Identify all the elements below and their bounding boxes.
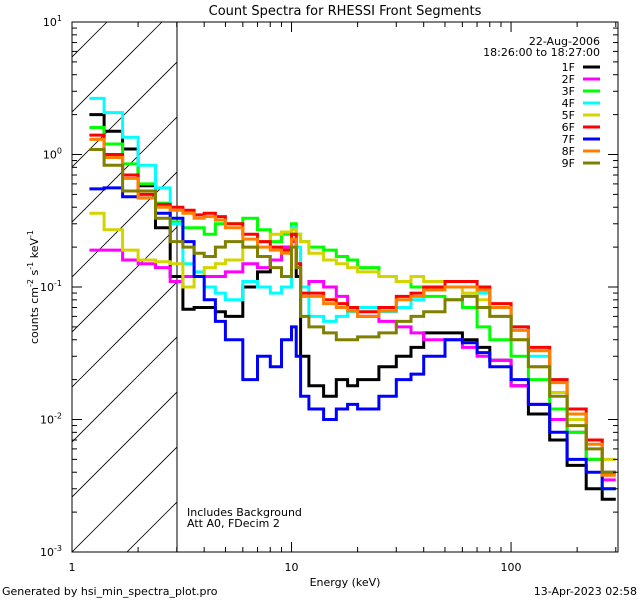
hatched-region <box>72 22 640 552</box>
y-tick-label: 100 <box>43 147 62 162</box>
y-tick-label: 10-2 <box>40 412 62 427</box>
legend-label: 4F <box>562 97 575 110</box>
legend-item-2F: 2F <box>562 73 600 86</box>
legend-label: 5F <box>562 109 575 122</box>
plot-frame <box>71 21 619 553</box>
legend-item-8F: 8F <box>562 145 600 158</box>
series-line-6F <box>89 133 616 474</box>
legend-item-4F: 4F <box>562 97 600 110</box>
legend-label: 1F <box>562 61 575 74</box>
hatch-line <box>622 22 640 552</box>
legend-item-1F: 1F <box>562 61 600 74</box>
x-tick-label: 1 <box>69 561 76 574</box>
footer-date: 13-Apr-2023 02:58 <box>534 585 637 598</box>
legend-date: 22-Aug-2006 <box>529 35 600 48</box>
hatch-line <box>72 22 163 113</box>
legend-time-range: 18:26:00 to 18:27:00 <box>483 46 600 59</box>
legend-label: 7F <box>562 133 575 146</box>
legend-item-5F: 5F <box>562 109 600 122</box>
x-axis-label: Energy (keV) <box>310 576 381 589</box>
hatch-line <box>72 61 177 168</box>
x-tick-label: 10 <box>285 561 299 574</box>
y-axis-label: counts cm-2 s-1 keV-1 <box>26 230 41 344</box>
series-line-9F <box>89 148 616 474</box>
series-line-4F <box>89 96 616 474</box>
legend-label: 6F <box>562 121 575 134</box>
annotation-background: Includes Background <box>187 506 302 519</box>
hatch-line <box>72 281 177 388</box>
hatch-line <box>72 446 177 552</box>
series-line-7F <box>89 186 616 491</box>
legend-label: 9F <box>562 157 575 170</box>
legend-item-9F: 9F <box>562 157 600 170</box>
footer-generated-by: Generated by hsi_min_spectra_plot.pro <box>2 585 218 598</box>
hatch-line <box>512 22 640 552</box>
axis-ticks <box>71 21 618 553</box>
chart-title: Count Spectra for RHESSI Front Segments <box>209 4 482 19</box>
legend-label: 8F <box>562 145 575 158</box>
series-line-8F <box>89 137 616 477</box>
series-line-5F <box>89 211 616 461</box>
x-tick-label: 100 <box>501 561 522 574</box>
y-tick-label: 101 <box>43 14 62 29</box>
legend-label: 2F <box>562 73 575 86</box>
annotation-attenuator: Att A0, FDecim 2 <box>187 517 280 530</box>
legend-label: 3F <box>562 85 575 98</box>
y-tick-label: 10-3 <box>40 544 62 559</box>
legend-item-6F: 6F <box>562 121 600 134</box>
legend-item-3F: 3F <box>562 85 600 98</box>
y-tick-label: 10-1 <box>40 279 62 294</box>
hatch-line <box>72 226 177 333</box>
series-line-2F <box>89 240 616 482</box>
hatch-line <box>72 391 177 498</box>
legend-item-7F: 7F <box>562 133 600 146</box>
